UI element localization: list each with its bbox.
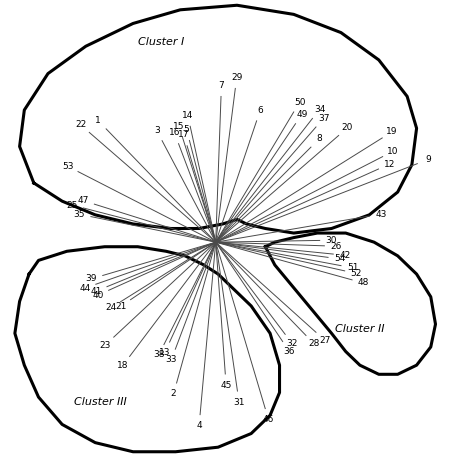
Text: 3: 3 [154, 126, 160, 135]
Text: 39: 39 [86, 274, 97, 283]
Text: 7: 7 [219, 80, 224, 90]
Text: 30: 30 [326, 236, 337, 244]
Text: 41: 41 [91, 287, 102, 296]
Text: 45: 45 [220, 381, 232, 390]
Text: 48: 48 [358, 278, 369, 287]
Text: 46: 46 [263, 415, 274, 424]
Text: 6: 6 [257, 106, 263, 115]
Text: 29: 29 [231, 73, 242, 82]
Text: 15: 15 [173, 122, 185, 131]
Text: 54: 54 [334, 255, 346, 264]
Text: 27: 27 [319, 335, 330, 345]
Text: 47: 47 [77, 196, 89, 205]
Text: 8: 8 [316, 134, 322, 143]
Text: 5: 5 [184, 125, 190, 134]
Text: 1: 1 [95, 116, 101, 125]
Text: 49: 49 [296, 110, 308, 119]
Text: 12: 12 [383, 159, 395, 169]
Text: 19: 19 [386, 127, 398, 136]
Text: 28: 28 [309, 339, 320, 348]
Text: 38: 38 [153, 350, 164, 359]
Text: 37: 37 [318, 114, 329, 123]
Text: 32: 32 [286, 339, 298, 348]
Text: 9: 9 [425, 155, 431, 164]
Text: Cluster II: Cluster II [335, 324, 384, 334]
Text: 20: 20 [342, 123, 353, 133]
Text: 17: 17 [178, 130, 190, 139]
Text: 40: 40 [92, 291, 104, 300]
Text: Cluster III: Cluster III [73, 397, 126, 407]
Text: 44: 44 [79, 284, 91, 292]
Text: 21: 21 [115, 302, 127, 311]
Text: 18: 18 [117, 361, 128, 370]
Text: 52: 52 [350, 269, 362, 278]
Text: 10: 10 [387, 147, 399, 156]
Text: 35: 35 [73, 210, 85, 219]
Text: 34: 34 [314, 105, 325, 114]
Text: 25: 25 [66, 201, 78, 209]
Text: 4: 4 [196, 421, 202, 430]
Text: 53: 53 [62, 162, 73, 171]
Text: 24: 24 [105, 303, 116, 313]
Text: 23: 23 [100, 340, 111, 350]
Text: 22: 22 [75, 120, 86, 129]
Text: 42: 42 [339, 251, 351, 260]
Text: 14: 14 [182, 111, 193, 120]
Text: 33: 33 [165, 356, 177, 364]
Text: 13: 13 [159, 348, 171, 357]
Text: 2: 2 [171, 389, 176, 399]
Text: 31: 31 [233, 398, 245, 407]
Text: 36: 36 [283, 346, 295, 356]
Text: 43: 43 [375, 210, 387, 218]
Text: 26: 26 [330, 242, 342, 251]
Text: 51: 51 [347, 263, 358, 272]
Text: 16: 16 [169, 128, 180, 138]
Text: 50: 50 [294, 98, 305, 106]
Text: Cluster I: Cluster I [138, 37, 184, 47]
